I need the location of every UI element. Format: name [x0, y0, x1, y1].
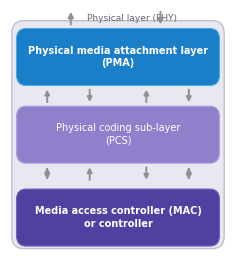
- Text: Physical media attachment layer
(PMA): Physical media attachment layer (PMA): [28, 46, 208, 68]
- FancyBboxPatch shape: [12, 21, 224, 249]
- Text: Media access controller (MAC)
or controller: Media access controller (MAC) or control…: [34, 206, 202, 229]
- Text: Physical layer (PHY): Physical layer (PHY): [87, 14, 177, 23]
- FancyBboxPatch shape: [17, 28, 219, 85]
- FancyBboxPatch shape: [17, 189, 219, 246]
- Text: Physical coding sub-layer
(PCS): Physical coding sub-layer (PCS): [56, 124, 180, 146]
- FancyBboxPatch shape: [17, 106, 219, 163]
